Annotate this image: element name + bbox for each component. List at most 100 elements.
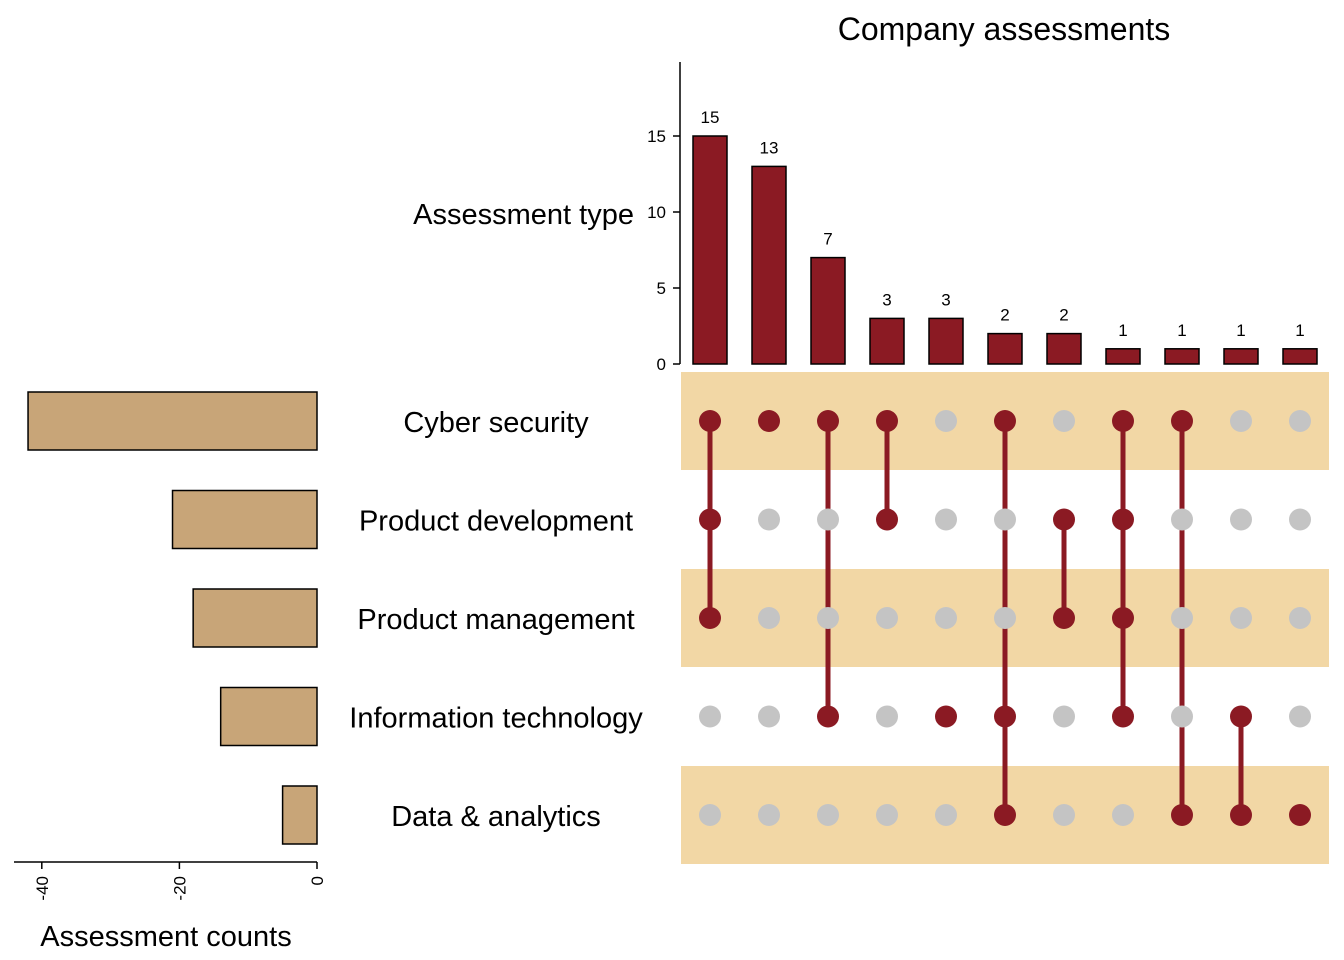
- intersection-bar: [987, 332, 1023, 365]
- set-label: Data & analytics: [391, 801, 601, 833]
- membership-dot-empty: [935, 508, 957, 531]
- membership-dot-filled: [1171, 410, 1193, 432]
- intersection-bar: [692, 135, 728, 365]
- set-axis-tick-label: -40: [33, 876, 52, 901]
- membership-dot-filled: [935, 705, 957, 728]
- membership-dot-empty: [935, 804, 957, 826]
- membership-dot-filled: [876, 410, 898, 432]
- intersection-bar: [1223, 348, 1259, 365]
- set-size-bar: [171, 489, 318, 550]
- intersection-axis-tick-label: 10: [647, 203, 666, 222]
- membership-dot-empty: [935, 410, 957, 432]
- intersection-value-label: 2: [1000, 306, 1009, 325]
- membership-dot-filled: [1112, 410, 1134, 432]
- intersection-bars: 15 13 7 3 3 2 2 1 1 1 1: [692, 108, 1318, 365]
- intersection-bar: [928, 317, 964, 365]
- set-label: Information technology: [349, 703, 643, 735]
- intersection-value-label: 2: [1059, 306, 1068, 325]
- membership-dot-filled: [994, 705, 1016, 728]
- set-size-bar: [192, 588, 318, 648]
- membership-dot-filled: [876, 508, 898, 531]
- membership-dot-filled: [1112, 705, 1134, 728]
- membership-dot-empty: [1289, 410, 1311, 432]
- membership-dot-empty: [1053, 705, 1075, 728]
- chart-title: Company assessments: [838, 11, 1171, 47]
- membership-dot-empty: [876, 804, 898, 826]
- membership-matrix: [699, 410, 1311, 826]
- membership-dot-empty: [1053, 804, 1075, 826]
- set-axis-tick-label: 0: [308, 876, 327, 885]
- membership-dot-filled: [817, 705, 839, 728]
- membership-dot-filled: [994, 410, 1016, 432]
- intersection-value-label: 15: [701, 108, 720, 127]
- membership-dot-empty: [758, 705, 780, 728]
- membership-dot-empty: [699, 804, 721, 826]
- set-label: Cyber security: [403, 407, 589, 439]
- set-size-bar: [27, 391, 318, 451]
- membership-dot-filled: [699, 607, 721, 629]
- intersection-value-label: 1: [1177, 321, 1186, 340]
- membership-dot-empty: [817, 607, 839, 629]
- membership-dot-empty: [758, 607, 780, 629]
- membership-dot-filled: [994, 804, 1016, 826]
- set-labels: Cyber security Product development Product…: [349, 407, 643, 833]
- set-axis-label: Assessment counts: [40, 921, 291, 953]
- membership-dot-empty: [1053, 410, 1075, 432]
- set-axis-tick-label: -20: [170, 876, 189, 901]
- membership-dot-empty: [1289, 705, 1311, 728]
- membership-dot-empty: [994, 607, 1016, 629]
- intersection-value-label: 1: [1236, 321, 1245, 340]
- membership-dot-empty: [876, 607, 898, 629]
- set-size-axis: -40 -20 0: [14, 861, 327, 901]
- membership-dot-filled: [758, 410, 780, 432]
- membership-dot-empty: [1289, 607, 1311, 629]
- intersection-bar: [1282, 348, 1318, 365]
- intersection-value-label: 1: [1295, 321, 1304, 340]
- intersection-value-label: 1: [1118, 321, 1127, 340]
- intersection-bar: [810, 256, 846, 365]
- membership-dot-filled: [699, 410, 721, 432]
- set-size-bar: [281, 785, 318, 845]
- membership-dot-empty: [876, 705, 898, 728]
- intersection-bar: [1164, 348, 1200, 365]
- membership-dot-empty: [699, 705, 721, 728]
- membership-dot-filled: [1112, 607, 1134, 629]
- membership-dot-filled: [1171, 804, 1193, 826]
- membership-dot-filled: [1112, 508, 1134, 531]
- membership-dot-empty: [817, 804, 839, 826]
- membership-dot-filled: [817, 410, 839, 432]
- membership-dot-empty: [1171, 607, 1193, 629]
- membership-dot-empty: [1230, 508, 1252, 531]
- membership-dot-filled: [699, 508, 721, 531]
- intersection-axis-tick-label: 0: [657, 355, 666, 374]
- membership-dot-filled: [1230, 804, 1252, 826]
- intersection-axis-tick-label: 5: [657, 279, 666, 298]
- intersection-axis-tick-label: 15: [647, 127, 666, 146]
- membership-dot-filled: [1230, 705, 1252, 728]
- set-size-bar: [219, 686, 318, 747]
- set-size-bars: [27, 391, 318, 845]
- set-label: Product development: [359, 506, 633, 538]
- membership-dot-empty: [935, 607, 957, 629]
- membership-dot-empty: [758, 508, 780, 531]
- membership-dot-empty: [1171, 705, 1193, 728]
- membership-dot-filled: [1289, 804, 1311, 826]
- intersection-bar: [1105, 348, 1141, 365]
- set-label: Product management: [357, 604, 634, 636]
- membership-dot-empty: [994, 508, 1016, 531]
- intersection-value-label: 7: [823, 230, 832, 249]
- intersection-value-label: 3: [941, 290, 950, 309]
- membership-dot-empty: [1289, 508, 1311, 531]
- intersection-bar: [751, 165, 787, 365]
- membership-dot-filled: [1053, 508, 1075, 531]
- membership-dot-filled: [1053, 607, 1075, 629]
- membership-dot-empty: [1171, 508, 1193, 531]
- membership-dot-empty: [1112, 804, 1134, 826]
- intersection-value-label: 3: [882, 290, 891, 309]
- intersection-value-label: 13: [760, 138, 779, 157]
- membership-dot-empty: [817, 508, 839, 531]
- intersection-axis-label: Assessment type: [413, 199, 634, 231]
- intersection-bar: [869, 317, 905, 365]
- membership-dot-empty: [758, 804, 780, 826]
